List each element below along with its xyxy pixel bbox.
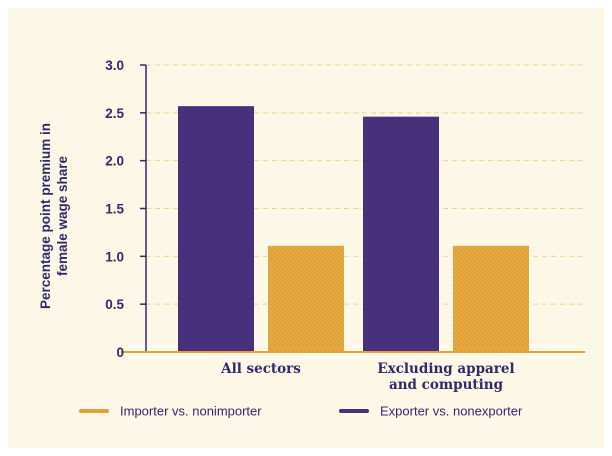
bar-importer-excluding-apparel [453, 245, 529, 352]
y-tick-label: 2.5 [105, 106, 124, 121]
y-tick-label: 3.0 [105, 58, 124, 73]
x-category-label: All sectors [220, 361, 301, 377]
y-tick-label: 1.5 [105, 202, 124, 217]
legend-label: Exporter vs. nonexporter [380, 404, 523, 419]
bars [178, 106, 529, 353]
x-category-label: and computing [389, 377, 504, 393]
bar-exporter-all-sectors [178, 106, 254, 353]
y-tick-label: 0 [116, 345, 124, 360]
x-category-label: Excluding apparel [377, 361, 514, 377]
legend: Importer vs. nonimporter Exporter vs. non… [79, 404, 523, 419]
bar-exporter-excluding-apparel [363, 116, 439, 352]
y-tick-label: 0.5 [105, 297, 124, 312]
legend-label: Importer vs. nonimporter [120, 404, 262, 419]
labels: 0 0.5 1.0 1.5 2.0 2.5 3.0 All sectors Excluding … [38, 58, 515, 393]
y-tick-label: 2.0 [105, 154, 124, 169]
y-axis-title: Percentage point premium in female wage s… [38, 123, 70, 309]
y-tick-label: 1.0 [105, 249, 124, 264]
bar-importer-all-sectors [268, 245, 344, 352]
axes [121, 64, 585, 353]
chart-frame [8, 8, 604, 448]
